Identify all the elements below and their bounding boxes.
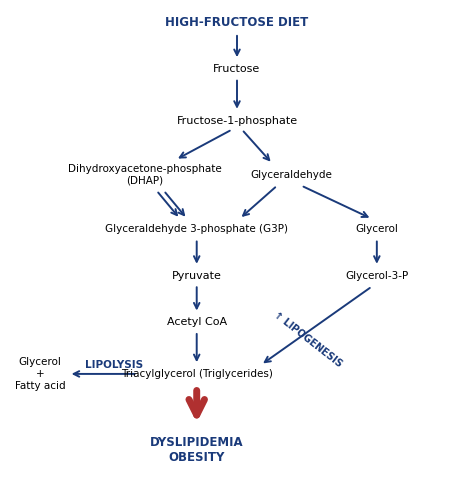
Text: DYSLIPIDEMIA
OBESITY: DYSLIPIDEMIA OBESITY — [150, 436, 244, 464]
Text: Fructose-1-phosphate: Fructose-1-phosphate — [176, 116, 298, 125]
Text: Glyceraldehyde: Glyceraldehyde — [251, 170, 332, 180]
Text: ↑ LIPOGENESIS: ↑ LIPOGENESIS — [272, 310, 344, 369]
Text: Glycerol: Glycerol — [356, 224, 398, 234]
Text: HIGH-FRUCTOSE DIET: HIGH-FRUCTOSE DIET — [165, 16, 309, 29]
Text: Glycerol
+
Fatty acid: Glycerol + Fatty acid — [15, 357, 65, 391]
Text: Fructose: Fructose — [213, 64, 261, 74]
Text: Pyruvate: Pyruvate — [172, 271, 222, 280]
Text: Dihydroxyacetone-phosphate
(DHAP): Dihydroxyacetone-phosphate (DHAP) — [68, 164, 221, 185]
Text: Glycerol-3-P: Glycerol-3-P — [345, 271, 409, 280]
Text: Triacylglycerol (Triglycerides): Triacylglycerol (Triglycerides) — [121, 369, 273, 379]
Text: Glyceraldehyde 3-phosphate (G3P): Glyceraldehyde 3-phosphate (G3P) — [105, 224, 288, 234]
Text: Acetyl CoA: Acetyl CoA — [167, 317, 227, 327]
Text: LIPOLYSIS: LIPOLYSIS — [85, 360, 143, 370]
